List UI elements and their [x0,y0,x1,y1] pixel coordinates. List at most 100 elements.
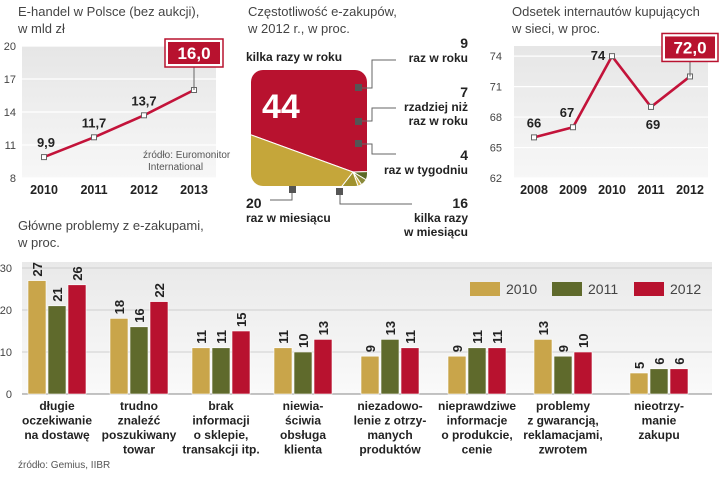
bar-value-label: 11 [470,330,485,344]
bar-value-label: 9 [556,345,571,352]
bar-2012 [231,330,251,395]
chart1-data-label: 9,9 [37,135,55,150]
chart1-title: E-handel w Polsce (bez aukcji), [18,4,199,19]
pie-main-value: 44 [262,88,300,126]
bar-value-label: 11 [214,330,229,344]
chart3-y-tick-label: 74 [490,51,502,63]
pie-leader [362,143,396,155]
chart1-data-point [91,134,97,141]
chart3-y-tick-label: 68 [490,112,502,124]
bar-category-label: o produkcie, [441,428,512,442]
chart3-data-point [609,53,615,60]
chart1-x-tick-label: 2010 [30,183,58,197]
chart1-data-label: 11,7 [82,115,107,130]
chart3-plot-area [514,46,708,178]
bar-2011 [129,326,149,395]
chart3-data-point [648,103,654,110]
chart3-data-label: 69 [646,117,660,132]
bar-category-label: niezadowo- [357,399,422,413]
bar-category-label: długie [39,399,75,413]
pie-label: 7 [460,84,468,100]
bar-category-label: cenie [462,443,493,457]
bar-category-label: manych [367,428,412,442]
chart1-series-line [43,88,195,159]
chart3-x-tick-label: 2012 [676,183,704,197]
bar-category-label: towar [123,443,155,457]
bar-value-label: 13 [383,321,398,335]
chart3-data-label: 74 [591,48,606,63]
bar-value-label: 18 [112,300,127,314]
bar-2012 [400,347,420,395]
bar-2010 [447,355,467,395]
pie-label: 4 [460,147,468,163]
chart1-data-label: 13,7 [131,93,156,108]
bar-value-label: 13 [536,321,551,335]
bar-2010 [533,339,553,395]
chart3-subtitle: w sieci, w proc. [511,21,600,36]
chart2-subtitle: w 2012 r., w proc. [247,21,350,36]
pie-label: 9 [460,35,468,51]
bar-2012 [149,301,169,395]
chart3-highlight-box [665,36,715,59]
pie-leader [362,107,396,122]
bar-value-label: 11 [194,330,209,344]
bar-category-label: na dostawę [24,428,90,442]
legend-label-2010: 2010 [506,281,537,297]
bar-category-label: obsługa [280,428,326,442]
bar-2011 [649,368,669,395]
bar-value-label: 11 [490,330,505,344]
bar-category-label: informacje [447,414,508,428]
chart3-highlight-value: 72,0 [673,38,706,57]
chart1-highlight-value: 16,0 [177,44,210,63]
bar-value-label: 5 [632,362,647,369]
pie-label: raz w roku [409,114,468,128]
bar-2011 [47,305,67,395]
bar-category-label: trudno [120,399,158,413]
chart1-highlight-box [168,42,220,64]
chart3-data-label: 66 [527,115,541,130]
bar-category-label: klienta [284,443,322,457]
bar-value-label: 11 [276,330,291,344]
bar-2010 [191,347,211,395]
bar-value-label: 10 [296,334,311,348]
bar-2011 [467,347,487,395]
chart3-x-tick-label: 2008 [520,183,548,197]
pie-marker [336,188,343,195]
chart1-y-tick-label: 17 [4,74,16,86]
legend-swatch-2010 [470,282,500,296]
chart4-y-tick-label: 20 [0,305,12,317]
chart1-source-line2: International [148,162,203,173]
chart2-title: Częstotliwość e-zakupów, [248,4,397,19]
bar-category-label: znaleźć [118,414,161,428]
bar-category-label: brak [208,399,234,413]
bar-category-label: zakupu [638,428,679,442]
bar-2012 [669,368,689,395]
bar-category-label: produktów [359,443,421,457]
purchase-frequency-pie-chart: Częstotliwość e-zakupów, w 2012 r., w pr… [246,4,468,239]
chart4-title: Główne problemy z e-zakupami, [18,218,204,233]
chart1-x-tick-label: 2012 [130,183,158,197]
pie-label: 16 [452,195,468,211]
bar-value-label: 9 [450,345,465,352]
bar-2011 [380,339,400,395]
bar-category-label: poszukiwany [102,428,177,442]
pie-marker [355,84,362,91]
pie-leader [362,59,396,89]
bar-value-label: 13 [316,321,331,335]
online-shoppers-line-chart: Odsetek internautów kupujących w sieci, … [490,4,719,197]
bar-value-label: 21 [50,287,65,301]
pie-marker [289,186,296,193]
bar-2012 [67,284,87,395]
chart1-source-line1: źródło: Euromonitor [143,150,231,161]
chart3-y-tick-label: 71 [490,82,502,94]
pie-marker [355,118,362,125]
bar-category-label: nieotrzy- [634,399,684,413]
pie-label: 20 [246,195,262,211]
bar-value-label: 6 [672,358,687,365]
bar-category-label: manie [642,414,677,428]
chart3-y-tick-label: 65 [490,143,502,155]
bar-value-label: 9 [363,345,378,352]
chart3-data-point [531,134,537,141]
bar-2010 [109,318,129,395]
pie-label: w miesiącu [403,225,468,239]
